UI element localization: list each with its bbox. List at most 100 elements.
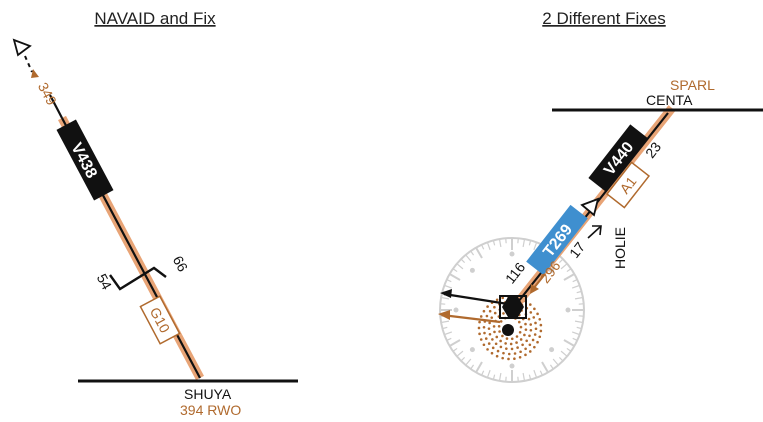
stipple-dot	[491, 346, 495, 350]
compass-tick	[475, 247, 483, 259]
stipple-dot	[487, 342, 491, 345]
compass-tick	[446, 279, 452, 283]
stipple-dot	[510, 337, 514, 341]
right-route-line	[571, 112, 669, 235]
compass-tick	[456, 350, 464, 357]
compass-tick	[528, 240, 532, 246]
stipple-dot	[529, 328, 533, 332]
compass-tick	[456, 263, 464, 270]
stipple-dot	[524, 322, 527, 326]
left-course-label: 349	[35, 80, 60, 108]
stipple-dot	[494, 342, 498, 346]
stipple-dot	[492, 325, 496, 328]
stipple-dot	[482, 309, 486, 313]
stipple-dot	[501, 296, 505, 300]
compass-tick	[574, 320, 584, 324]
compass-tick	[541, 361, 549, 373]
stipple-dot	[488, 321, 491, 325]
stipple-dot	[485, 314, 489, 318]
reporting-point-triangle-icon	[12, 38, 32, 57]
holie-arrow-icon	[587, 225, 602, 239]
compass-tick	[576, 290, 582, 294]
left-panel: NAVAID and Fix 349 V438 54 66 G10 SHUYA …	[12, 9, 298, 418]
compass-tick	[446, 337, 452, 341]
compass-tick	[571, 284, 580, 289]
stipple-dot	[502, 312, 505, 315]
compass-cardinal-mark	[453, 307, 459, 313]
stipple-dot	[501, 334, 504, 338]
stipple-dot	[515, 335, 519, 338]
stipple-dot	[482, 325, 486, 329]
stipple-dot	[538, 317, 542, 321]
fix-name-sparl: SPARL	[670, 77, 715, 93]
stipple-dot	[516, 346, 519, 349]
compass-tick	[576, 326, 582, 330]
vor-dme-icon	[499, 295, 527, 319]
airway-box-v438: V438	[56, 119, 114, 201]
stipple-dot	[486, 348, 489, 351]
stipple-dot	[533, 345, 536, 349]
stipple-dot	[524, 347, 527, 351]
stipple-dot	[538, 335, 542, 339]
stipple-dot	[497, 324, 501, 328]
stipple-dot	[505, 347, 508, 350]
stipple-dot	[532, 316, 536, 319]
compass-tick	[470, 250, 475, 256]
compass-tick	[566, 347, 572, 352]
stipple-dot	[509, 342, 513, 346]
stipple-dot	[495, 298, 499, 302]
stipple-dot	[499, 345, 503, 349]
stipple-dot	[531, 338, 535, 342]
compass-tick	[452, 268, 458, 273]
compass-tick	[452, 347, 458, 352]
compass-cardinal-mark	[549, 267, 555, 273]
holie-triangle-icon	[580, 197, 600, 217]
stipple-dot	[507, 357, 510, 361]
stipple-dot	[483, 331, 486, 335]
compass-tick	[492, 240, 496, 246]
stipple-dot	[510, 347, 514, 351]
compass-tick	[481, 244, 485, 250]
compass-tick	[533, 369, 538, 378]
stipple-dot	[495, 335, 499, 339]
stipple-dot	[519, 325, 523, 329]
compass-tick	[558, 356, 564, 362]
compass-tick	[522, 238, 526, 248]
stipple-dot	[521, 343, 524, 347]
stipple-dot	[513, 357, 516, 360]
stipple-dot	[493, 305, 496, 309]
compass-tick	[492, 374, 496, 380]
fix-radial-label: 394 RWO	[180, 402, 241, 418]
ndb-dot-icon	[502, 324, 514, 336]
compass-tick	[442, 326, 448, 330]
compass-tick	[486, 369, 491, 378]
stipple-dot	[507, 352, 511, 356]
fix-name-holie: HOLIE	[612, 227, 628, 269]
stipple-dot	[502, 351, 505, 355]
compass-tick	[552, 358, 559, 366]
stipple-dot	[524, 328, 528, 331]
compass-tick	[444, 284, 453, 289]
stipple-dot	[528, 334, 531, 338]
stipple-dot	[539, 329, 543, 333]
course-label-116: 116	[502, 259, 528, 287]
stipple-dot	[536, 340, 539, 344]
stipple-dot	[536, 312, 539, 316]
stipple-dot	[479, 338, 483, 341]
right-panel-title: 2 Different Fixes	[542, 9, 665, 28]
stipple-dot	[515, 341, 518, 344]
compass-cardinal-mark	[509, 363, 515, 369]
left-course-arrow-icon	[31, 69, 39, 78]
magnetic-north-line	[443, 292, 509, 306]
stipple-dot	[477, 326, 481, 330]
compass-tick	[449, 339, 461, 347]
stipple-dot	[534, 321, 537, 325]
stipple-dot	[533, 307, 536, 311]
mileage-label-54: 54	[94, 271, 116, 292]
stipple-dot	[529, 303, 532, 306]
stipple-dot	[488, 332, 492, 336]
gnss-box-a1: A1	[605, 161, 651, 209]
stipple-dot	[499, 339, 502, 343]
compass-tick	[465, 358, 472, 366]
left-panel-title: NAVAID and Fix	[94, 9, 216, 28]
